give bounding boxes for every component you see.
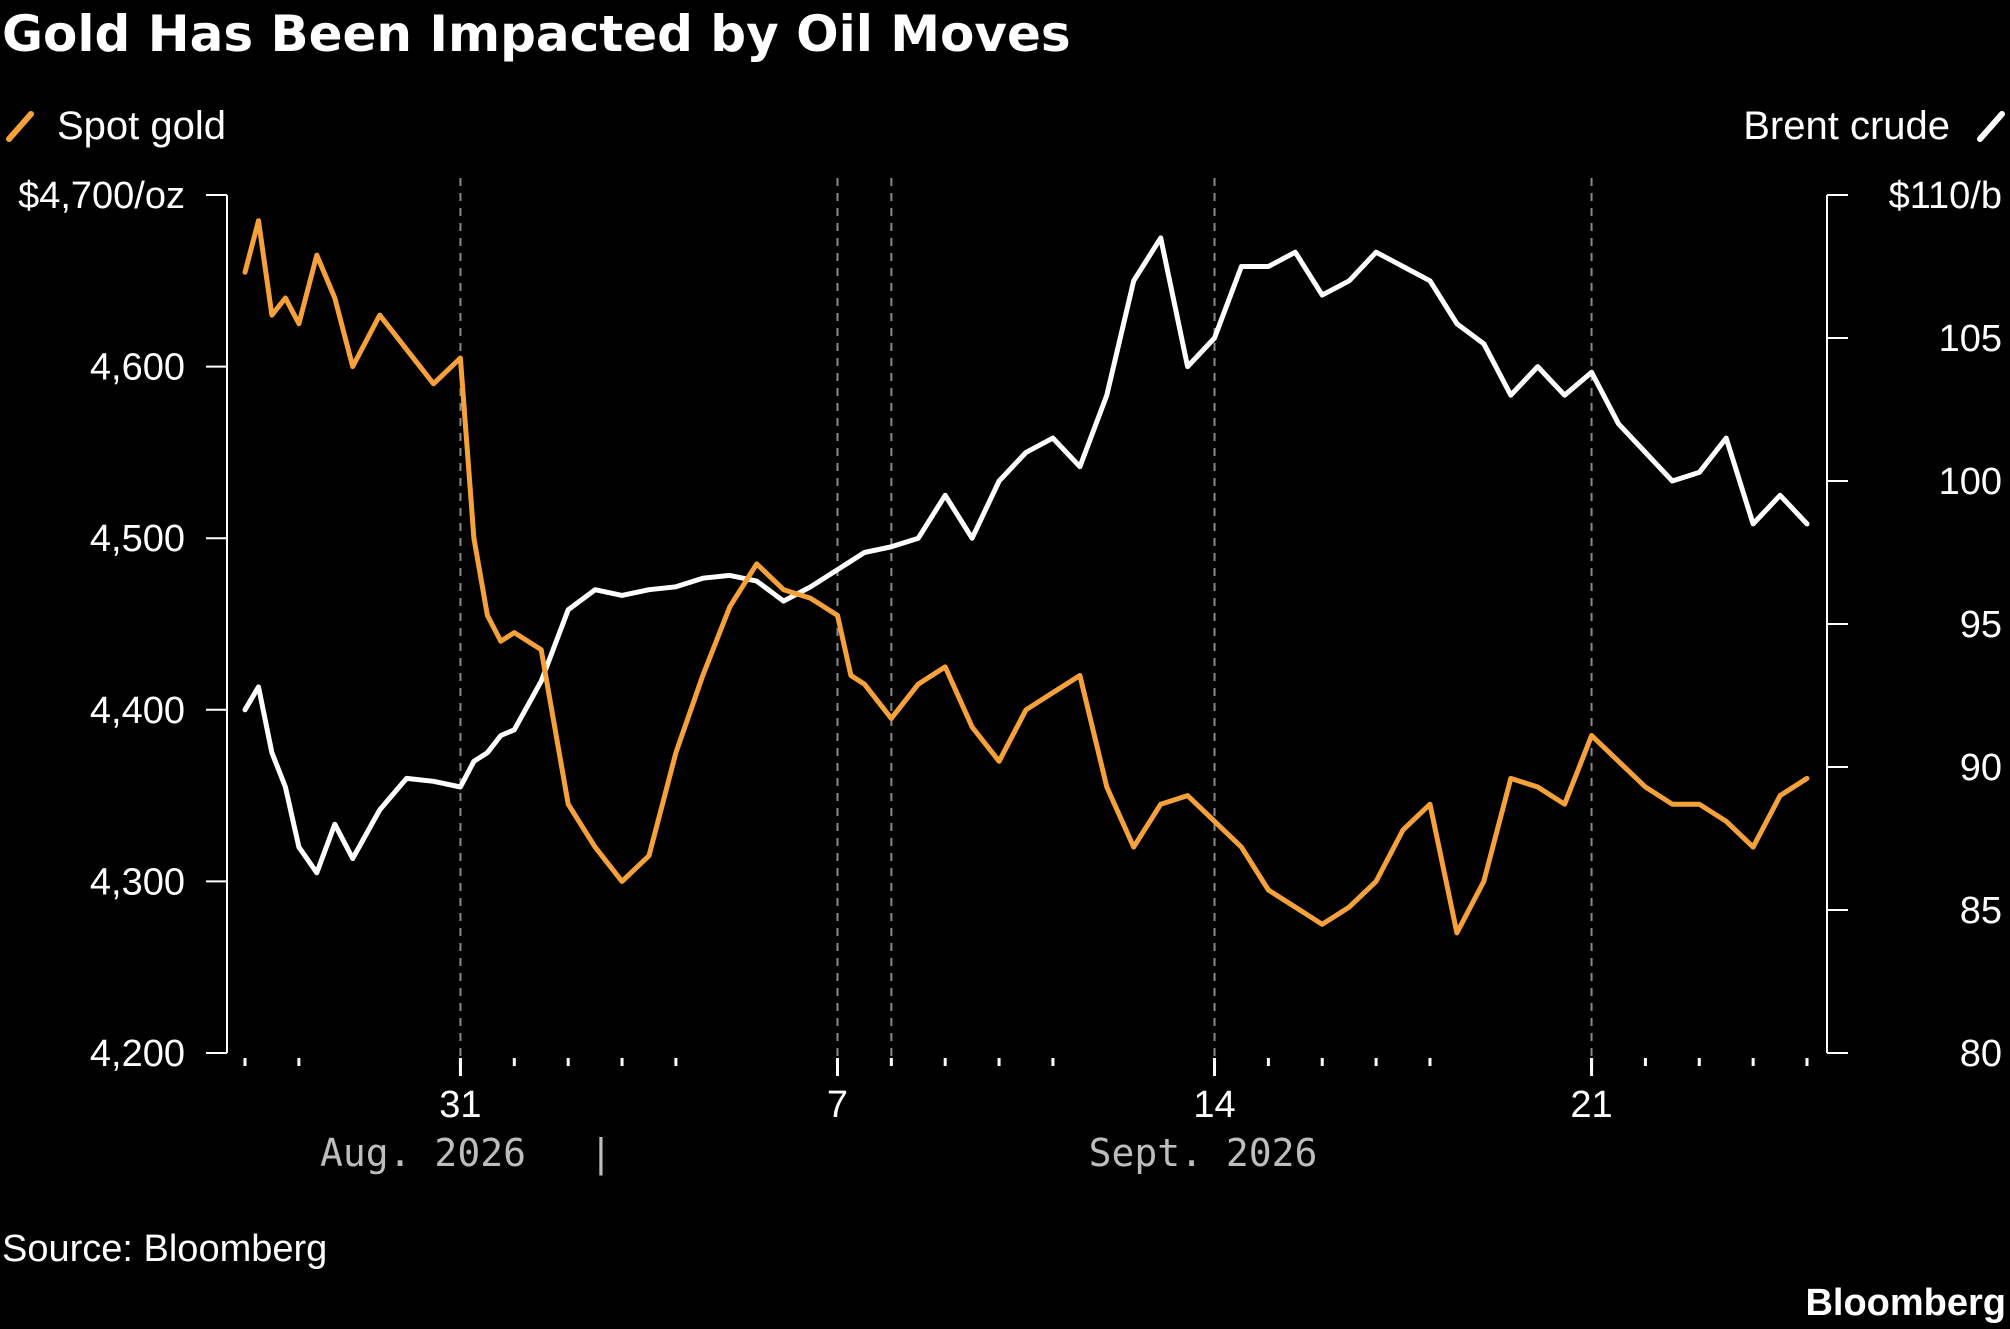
legend-spot-gold: Spot gold xyxy=(6,104,226,148)
left-axis-tick-label: 4,400 xyxy=(90,690,185,732)
left-axis-tick-label: 4,500 xyxy=(90,518,185,560)
left-axis-tick-label: 4,200 xyxy=(90,1033,185,1075)
chart-title: Gold Has Been Impacted by Oil Moves xyxy=(2,5,1071,63)
source-note: Source: Bloomberg xyxy=(2,1228,327,1270)
series-layer xyxy=(242,218,1810,936)
brent-crude-legend-label: Brent crude xyxy=(1743,104,1950,148)
left-axis-tick-label: $4,700/oz xyxy=(18,175,185,217)
brent-crude-legend-swatch xyxy=(1977,111,2005,142)
right-axis-tick-label: 85 xyxy=(1960,890,2002,932)
brent-crude-line xyxy=(242,235,1810,876)
x-axis-tick-label: 31 xyxy=(439,1084,481,1126)
right-axis-tick-label: 80 xyxy=(1960,1033,2002,1075)
right-axis-tick-label: 90 xyxy=(1960,747,2002,789)
spot-gold-legend-label: Spot gold xyxy=(57,104,226,148)
spot-gold-line xyxy=(242,218,1810,936)
bloomberg-logo: Bloomberg xyxy=(1805,1282,2006,1324)
x-axis-month-divider: | xyxy=(590,1131,613,1176)
event-lines xyxy=(459,178,1593,1058)
right-axis-tick-label: 105 xyxy=(1939,318,2002,360)
right-axis-tick-label: $110/b xyxy=(1889,175,2002,217)
left-axis-tick-label: 4,300 xyxy=(90,861,185,903)
left-axis-tick-label: 4,600 xyxy=(90,347,185,389)
right-axis-tick-label: 100 xyxy=(1939,461,2002,503)
x-axis-tick-label: 14 xyxy=(1193,1084,1235,1126)
x-axis-month-label: Aug. 2026 xyxy=(320,1131,526,1175)
axes: 4,200 4,300 4,400 4,500 4,600 $4,700/oz 80 85 90… xyxy=(18,175,2002,1176)
spot-gold-legend-swatch xyxy=(6,111,34,142)
x-axis-tick-label: 7 xyxy=(827,1084,848,1126)
x-axis-tick-label: 21 xyxy=(1570,1084,1612,1126)
legend-brent-crude: Brent crude xyxy=(1743,104,2005,148)
right-axis-tick-label: 95 xyxy=(1960,604,2002,646)
x-axis-month-label: Sept. 2026 xyxy=(1089,1131,1318,1175)
